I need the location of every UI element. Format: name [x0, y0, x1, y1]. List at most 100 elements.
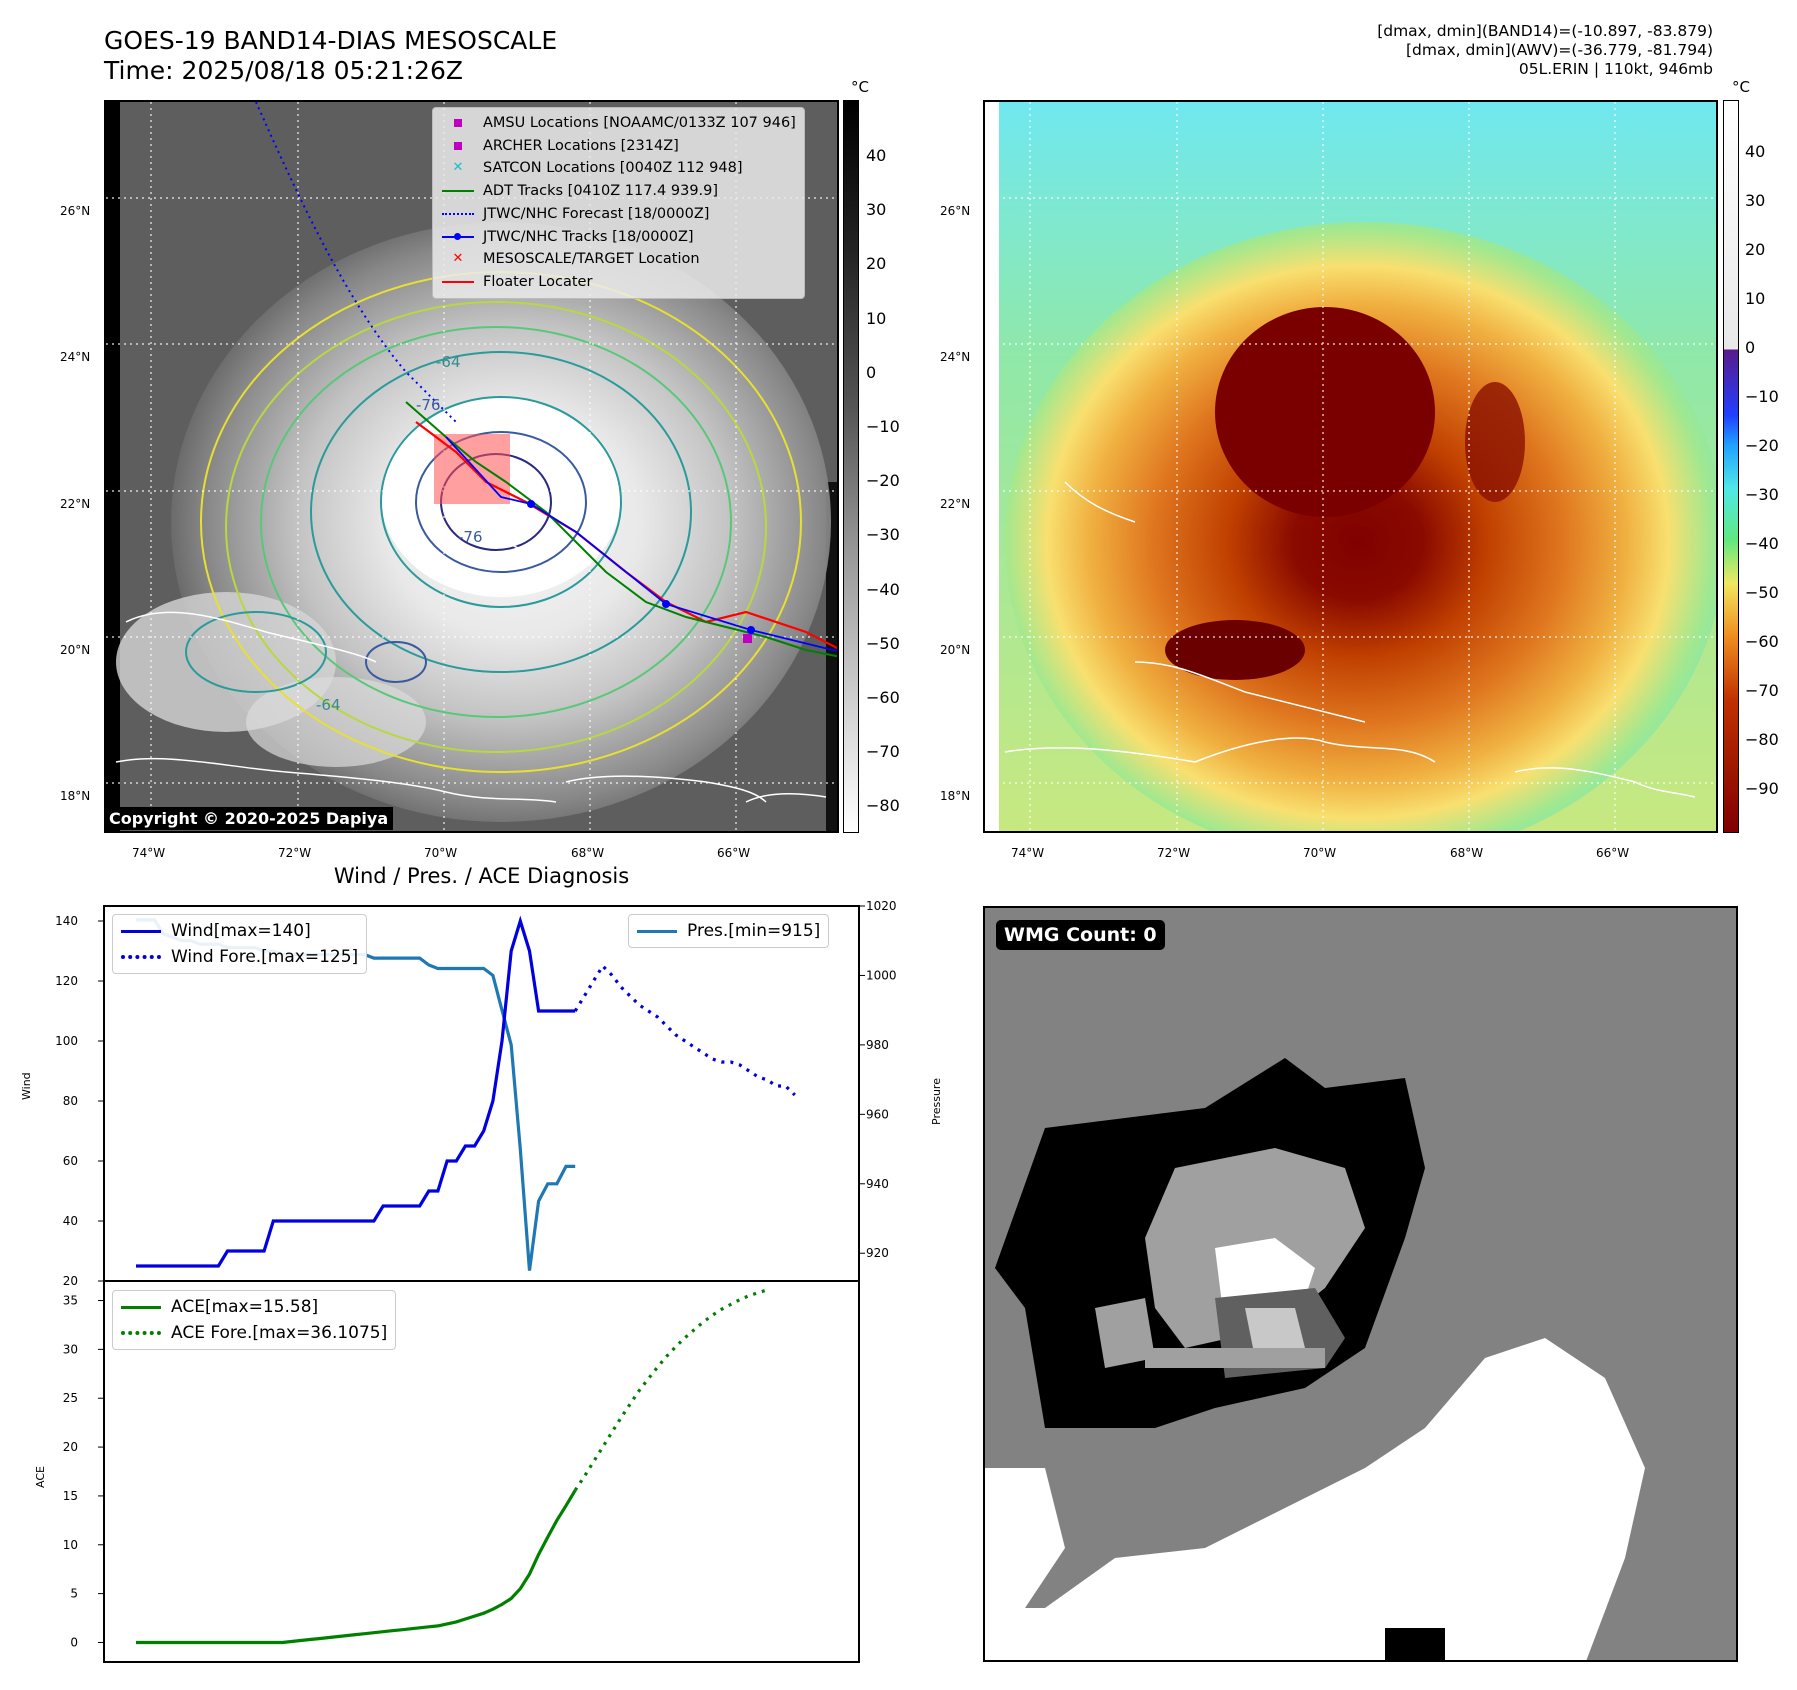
wind-tick: 80: [63, 1094, 78, 1108]
lat-tick: 18°N: [940, 789, 971, 803]
awv-map-image: [985, 102, 1716, 831]
contour-label: -64: [436, 353, 461, 371]
ace-axis-label: ACE: [34, 1466, 47, 1488]
colorbar-tick: 20: [1745, 240, 1766, 259]
wind-axis-label: Wind: [20, 1072, 33, 1100]
colorbar-tick: −10: [866, 417, 900, 436]
storm-info: 05L.ERIN | 110kt, 946mb: [1518, 60, 1713, 78]
colorbar-tick: −70: [1745, 681, 1779, 700]
colorbar-tick: −80: [1745, 730, 1779, 749]
colorbar-tick: 40: [866, 146, 887, 165]
colorbar-tick: −90: [1745, 779, 1779, 798]
ace-tick: 15: [63, 1489, 78, 1503]
line-marker-icon: [442, 281, 474, 284]
copyright: Copyright © 2020-2025 Dapiya: [104, 807, 394, 830]
dotted-line-icon: [442, 213, 474, 216]
colorbar-tick: −70: [866, 742, 900, 762]
ace-tick: 30: [63, 1342, 78, 1356]
pressure-legend: Pres.[min=915]: [628, 914, 830, 948]
timestamp: Time: 2025/08/18 05:21:26Z: [104, 56, 463, 85]
colorbar-tick: 10: [866, 308, 887, 328]
legend-item: ✕ SATCON Locations [0040Z 112 948]: [441, 157, 796, 180]
pressure-tick: 920: [866, 1246, 889, 1260]
page-title: GOES-19 BAND14-DIAS MESOSCALE Time: 2025…: [104, 26, 558, 85]
colorbar-tick: 0: [866, 362, 877, 382]
colorbar-tick: −60: [866, 688, 900, 707]
colorbar-tick: −40: [1745, 534, 1779, 553]
contour-label: -76: [458, 528, 483, 546]
awv-minmax: [dmax, dmin](AWV)=(-36.779, -81.794): [1406, 41, 1713, 59]
legend-item: AMSU Locations [NOAAMC/0133Z 107 946]: [441, 112, 796, 135]
colorbar-tick: −40: [866, 579, 900, 599]
legend-item: ADT Tracks [0410Z 117.4 939.9]: [441, 180, 796, 203]
colorbar-tick: −10: [1745, 387, 1779, 406]
ace-tick: 20: [63, 1440, 78, 1454]
lat-tick: 26°N: [940, 204, 971, 218]
colorbar-tick: −50: [866, 633, 900, 653]
wmg-panel: [983, 906, 1738, 1662]
contour-label: -76: [416, 396, 441, 414]
wind-legend: Wind[max=140] Wind Fore.[max=125]: [112, 914, 368, 974]
ace-tick: 5: [70, 1587, 78, 1601]
ace-forecast-line: [573, 1288, 768, 1492]
colorbar-tick: 20: [866, 254, 887, 274]
wind-tick: 120: [55, 974, 78, 988]
colorbar-right: [1723, 100, 1739, 833]
colorbar-tick: −80: [866, 796, 900, 816]
pressure-tick: 1020: [866, 899, 897, 913]
colorbar-tick: −50: [1745, 583, 1779, 602]
lat-tick: 26°N: [60, 204, 91, 218]
ace-tick: 25: [63, 1391, 78, 1405]
wind-forecast-line: [573, 963, 796, 1097]
wind-tick: 60: [63, 1154, 78, 1168]
contour-label: -64: [316, 696, 341, 714]
colorbar-tick: 30: [866, 200, 887, 220]
ace-tick: 35: [63, 1294, 78, 1308]
wind-tick: 140: [55, 914, 78, 928]
diagnosis-title: Wind / Pres. / ACE Diagnosis: [333, 864, 630, 888]
lat-tick: 22°N: [60, 497, 91, 511]
lon-tick: 70°W: [1303, 846, 1337, 860]
lat-tick: 22°N: [940, 497, 971, 511]
lat-tick: 24°N: [940, 350, 971, 364]
dotted-line-icon: [121, 1331, 161, 1335]
lat-tick: 20°N: [940, 643, 971, 657]
pressure-tick: 940: [866, 1177, 889, 1191]
ace-tick: 10: [63, 1538, 78, 1552]
lon-tick: 74°W: [132, 846, 166, 860]
square-marker-icon: [454, 142, 462, 151]
legend-item: JTWC/NHC Forecast [18/0000Z]: [441, 203, 796, 226]
lon-tick: 68°W: [571, 846, 605, 860]
dotted-line-icon: [121, 955, 161, 959]
colorbar-tick: −30: [1745, 485, 1779, 504]
pressure-tick: 980: [866, 1038, 889, 1052]
lon-tick: 68°W: [1450, 846, 1484, 860]
legend-item: JTWC/NHC Tracks [18/0000Z]: [441, 226, 796, 249]
colorbar-tick: −30: [866, 525, 900, 545]
colorbar-unit: °C: [1732, 78, 1750, 96]
colorbar-tick: 10: [1745, 289, 1766, 308]
lat-tick: 24°N: [60, 350, 91, 364]
ace-legend: ACE[max=15.58] ACE Fore.[max=36.1075]: [112, 1290, 397, 1350]
wind-tick: 20: [63, 1274, 78, 1288]
solid-line-icon: [121, 1305, 161, 1309]
lat-tick: 18°N: [60, 789, 91, 803]
wind-tick: 40: [63, 1214, 78, 1228]
awv-map-panel: [983, 100, 1718, 833]
x-marker-icon: ✕: [452, 251, 464, 267]
pressure-axis-label: Pressure: [930, 1078, 943, 1125]
colorbar-tick: −60: [1745, 632, 1779, 651]
lon-tick: 66°W: [717, 846, 751, 860]
colorbar-left: [843, 100, 859, 833]
colorbar-tick: 0: [1745, 338, 1756, 357]
lon-tick: 66°W: [1596, 846, 1630, 860]
wmg-count-badge: WMG Count: 0: [996, 920, 1165, 950]
legend-item: ✕ MESOSCALE/TARGET Location: [441, 248, 796, 271]
header-info: [dmax, dmin](BAND14)=(-10.897, -83.879) …: [1377, 22, 1713, 79]
x-marker-icon: ✕: [452, 160, 464, 176]
map-legend: AMSU Locations [NOAAMC/0133Z 107 946] AR…: [432, 107, 805, 299]
pressure-tick: 1000: [866, 968, 897, 982]
colorbar-tick: 40: [1745, 142, 1766, 161]
ace-tick: 0: [70, 1635, 78, 1649]
lon-tick: 72°W: [1157, 846, 1191, 860]
